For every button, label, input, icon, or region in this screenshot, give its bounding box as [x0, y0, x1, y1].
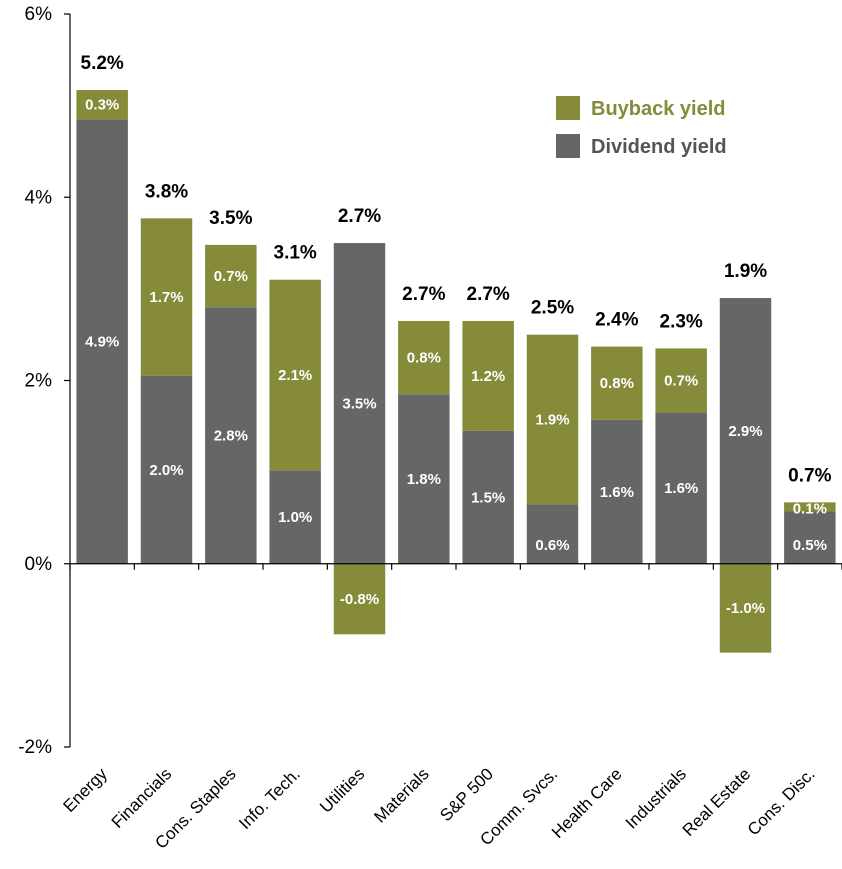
bar-group: 1.0% 2.1% 3.1%: [269, 243, 321, 564]
total-label: 0.7%: [788, 465, 831, 486]
x-category-label: S&P 500: [436, 764, 497, 825]
buyback-data-label: -0.8%: [340, 591, 379, 608]
buyback-bar: [462, 320, 514, 431]
buyback-bar: [526, 334, 579, 505]
y-axis: 6% 4% 2% 0% -2%: [18, 4, 71, 758]
dividend-data-label: 1.6%: [600, 484, 634, 501]
dividend-data-label: 1.0%: [278, 509, 312, 526]
dividend-bar: [591, 419, 643, 564]
bar-group: 2.8% 0.7% 3.5%: [205, 208, 257, 564]
legend-swatch: [556, 134, 580, 158]
y-tick-label: 0%: [25, 554, 53, 575]
dividend-data-label: 0.5%: [793, 537, 827, 554]
dividend-bar: [398, 394, 450, 564]
buyback-bar: [269, 279, 321, 471]
x-category-label: Health Care: [548, 764, 626, 842]
dividend-bar: [140, 375, 193, 564]
y-tick-label: -2%: [18, 737, 52, 758]
buyback-data-label: 0.8%: [407, 350, 441, 367]
bar-group: 1.6% 0.7% 2.3%: [655, 311, 707, 564]
dividend-data-label: 2.9%: [728, 423, 762, 440]
dividend-bar: [462, 430, 514, 564]
dividend-data-label: 2.8%: [214, 427, 248, 444]
buyback-bar: [719, 563, 772, 653]
dividend-bar: [719, 298, 772, 564]
dividend-bar: [784, 511, 836, 564]
buyback-data-label: 0.8%: [600, 375, 634, 392]
buyback-bar: [655, 348, 707, 413]
buyback-data-label: 1.7%: [149, 289, 183, 306]
x-category-label: Industrials: [622, 764, 690, 832]
buyback-bar: [398, 320, 450, 395]
dividend-data-label: 4.9%: [85, 334, 119, 351]
bar-group: 4.9% 0.3% 5.2%: [76, 53, 128, 564]
y-tick-label: 2%: [25, 371, 53, 392]
total-label: 3.5%: [209, 208, 252, 229]
dividend-data-label: 1.8%: [407, 471, 441, 488]
x-category-label: Cons. Disc.: [744, 764, 819, 839]
x-category-label: Materials: [370, 764, 432, 826]
bar-group: 2.9% -1.0% 1.9%: [719, 261, 772, 653]
bar-group: 1.8% 0.8% 2.7%: [398, 284, 450, 564]
y-tick-label: 4%: [25, 187, 53, 208]
dividend-bar: [269, 470, 321, 564]
buyback-bar: [140, 218, 193, 376]
buyback-data-label: 0.7%: [664, 373, 698, 390]
bar-group: 0.5% 0.1% 0.7%: [784, 465, 836, 564]
buyback-bar: [591, 346, 643, 420]
buyback-data-label: 1.9%: [535, 411, 569, 428]
buyback-bar: [205, 244, 257, 308]
dividend-data-label: 0.6%: [535, 537, 569, 554]
buyback-data-label: 0.1%: [793, 501, 827, 518]
total-label: 2.7%: [338, 206, 381, 227]
x-category-label: Real Estate: [679, 764, 755, 840]
total-label: 2.7%: [467, 284, 510, 305]
bar-group: 1.6% 0.8% 2.4%: [591, 310, 643, 564]
bar-group: 2.0% 1.7% 3.8%: [140, 181, 193, 564]
buyback-data-label: 1.2%: [471, 368, 505, 385]
total-label: 1.9%: [724, 261, 767, 282]
total-label: 2.4%: [595, 310, 638, 331]
total-label: 2.5%: [531, 298, 574, 319]
bar-group: 0.6% 1.9% 2.5%: [526, 298, 579, 564]
buyback-data-label: 0.3%: [85, 97, 119, 114]
x-category-label: Info. Tech.: [235, 764, 304, 833]
x-category-label: Financials: [108, 764, 176, 832]
total-label: 3.8%: [145, 181, 188, 202]
bars-layer: 4.9% 0.3% 5.2% 2.0% 1.7% 3.8% 2.8% 0.7% 3.5% 1.0%…: [76, 53, 836, 653]
total-label: 3.1%: [274, 243, 317, 264]
dividend-data-label: 1.6%: [664, 480, 698, 497]
buyback-data-label: -1.0%: [726, 600, 765, 617]
x-category-label: Utilities: [316, 764, 368, 816]
dividend-data-label: 1.5%: [471, 489, 505, 506]
bar-group: 3.5% -0.8% 2.7%: [333, 206, 386, 635]
legend-label: Buyback yield: [591, 98, 726, 120]
bar-group: 1.5% 1.2% 2.7%: [462, 284, 514, 564]
x-category-label: Energy: [59, 764, 111, 816]
dividend-bar: [655, 412, 707, 564]
legend-swatch: [556, 96, 580, 120]
legend-label: Dividend yield: [591, 136, 727, 158]
buyback-data-label: 2.1%: [278, 367, 312, 384]
total-label: 2.3%: [660, 311, 703, 332]
dividend-bar: [205, 307, 257, 564]
y-tick-label: 6%: [25, 4, 53, 25]
buyback-bar: [784, 502, 836, 512]
total-label: 5.2%: [81, 53, 124, 74]
dividend-data-label: 3.5%: [342, 395, 376, 412]
dividend-bar: [333, 243, 386, 564]
dividend-data-label: 2.0%: [149, 462, 183, 479]
buyback-bar: [333, 563, 386, 635]
dividend-bar: [76, 119, 128, 564]
legend: Buyback yield Dividend yield: [556, 96, 727, 158]
total-label: 2.7%: [402, 284, 445, 305]
dividend-bar: [526, 504, 579, 564]
buyback-data-label: 0.7%: [214, 268, 248, 285]
buyback-bar: [76, 90, 128, 120]
